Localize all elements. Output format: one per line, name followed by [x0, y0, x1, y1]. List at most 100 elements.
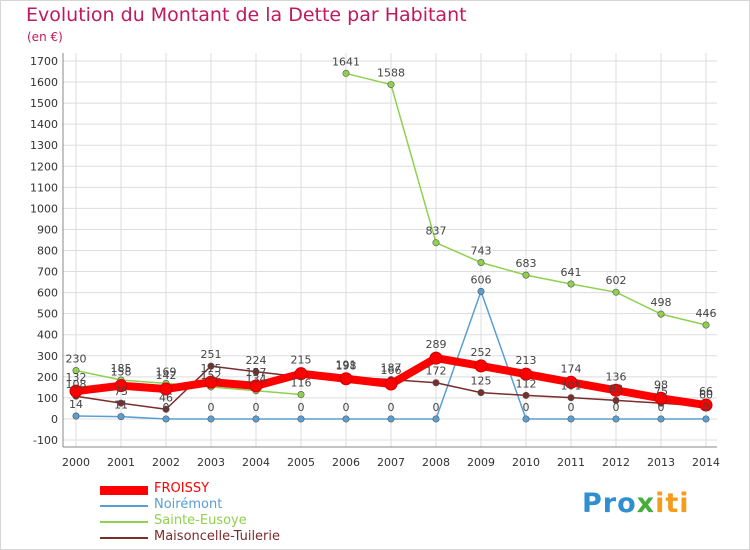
legend-label: Sainte-Eusoye — [154, 513, 247, 528]
point-sainte-eusoye — [702, 321, 710, 329]
data-label-froissy: 174 — [561, 362, 582, 375]
point-froissy — [339, 372, 353, 386]
data-label-froissy: 98 — [654, 378, 668, 391]
data-label-froissy: 213 — [516, 354, 537, 367]
data-label-froissy: 191 — [336, 359, 357, 372]
point-froissy — [699, 398, 713, 412]
y-tick-label: 700 — [37, 266, 58, 279]
point-noir-mont — [612, 415, 620, 423]
data-label-froissy: 215 — [291, 354, 312, 367]
chart-title: Evolution du Montant de la Dette par Hab… — [26, 4, 467, 26]
point-froissy — [654, 391, 668, 405]
series-layer — [69, 69, 713, 423]
x-tick-label: 2000 — [62, 456, 90, 469]
data-label-noir-mont: 0 — [703, 401, 710, 414]
logo-part-pro: Pro — [582, 488, 637, 519]
point-sainte-eusoye — [477, 259, 485, 267]
data-label-noir-mont: 14 — [69, 398, 83, 411]
data-label-maisoncelle-tuilerie: 60 — [699, 388, 713, 401]
point-noir-mont — [432, 415, 440, 423]
point-froissy — [294, 367, 308, 381]
data-label-sainte-eusoye: 602 — [606, 274, 627, 287]
data-label-sainte-eusoye: 683 — [516, 257, 537, 270]
data-label-froissy: 66 — [699, 385, 713, 398]
point-maisoncelle-tuilerie — [612, 396, 620, 404]
data-label-maisoncelle-tuilerie: 108 — [66, 378, 87, 391]
data-label-maisoncelle-tuilerie: 112 — [516, 377, 537, 390]
data-label-maisoncelle-tuilerie: 198 — [336, 359, 357, 372]
y-tick-label: 800 — [37, 245, 58, 258]
point-maisoncelle-tuilerie — [207, 362, 215, 370]
legend-label: Maisoncelle-Tuilerie — [154, 529, 281, 544]
point-froissy — [114, 379, 128, 393]
data-label-sainte-eusoye: 185 — [111, 362, 132, 375]
data-label-maisoncelle-tuilerie: 46 — [159, 391, 173, 404]
data-label-froissy: 157 — [246, 366, 267, 379]
x-tick-label: 2007 — [377, 456, 405, 469]
y-tick-label: 300 — [37, 350, 58, 363]
data-label-noir-mont: 0 — [343, 401, 350, 414]
point-sainte-eusoye — [567, 280, 575, 288]
logo-part-x: x — [636, 488, 656, 519]
legend-swatch — [100, 537, 148, 539]
point-froissy — [204, 375, 218, 389]
data-label-sainte-eusoye: 743 — [471, 245, 492, 258]
y-tick-label: 1700 — [30, 55, 58, 68]
logo-part-iti: iti — [655, 488, 690, 519]
data-label-noir-mont: 0 — [433, 401, 440, 414]
data-label-froissy: 158 — [111, 366, 132, 379]
point-sainte-eusoye — [432, 239, 440, 247]
y-tick-label: 1000 — [30, 202, 58, 215]
y-tick-label: 1400 — [30, 118, 58, 131]
axis-layer: -100010020030040050060070080090010001100… — [30, 53, 720, 469]
y-tick-label: 200 — [37, 371, 58, 384]
data-label-sainte-eusoye: 641 — [561, 266, 582, 279]
data-label-sainte-eusoye: 152 — [201, 369, 222, 382]
data-label-noir-mont: 0 — [388, 401, 395, 414]
data-label-froissy: 175 — [201, 362, 222, 375]
point-noir-mont — [477, 287, 485, 295]
point-froissy — [474, 359, 488, 373]
data-label-sainte-eusoye: 446 — [696, 307, 717, 320]
x-tick-label: 2009 — [467, 456, 495, 469]
data-label-sainte-eusoye: 1641 — [332, 55, 360, 68]
point-maisoncelle-tuilerie — [477, 389, 485, 397]
y-tick-label: 1300 — [30, 139, 58, 152]
y-tick-label: -100 — [33, 434, 58, 447]
data-label-sainte-eusoye: 169 — [156, 365, 177, 378]
legend-label: FROISSY — [154, 481, 210, 496]
point-froissy — [519, 367, 533, 381]
x-tick-label: 2014 — [692, 456, 720, 469]
point-noir-mont — [567, 415, 575, 423]
data-label-noir-mont: 0 — [208, 401, 215, 414]
data-label-noir-mont: 0 — [253, 401, 260, 414]
data-label-noir-mont: 11 — [114, 399, 128, 412]
data-label-froissy: 252 — [471, 346, 492, 359]
point-froissy — [69, 384, 83, 398]
legend-swatch — [100, 521, 148, 523]
data-label-maisoncelle-tuilerie: 251 — [201, 348, 222, 361]
point-sainte-eusoye — [612, 288, 620, 296]
x-tick-label: 2004 — [242, 456, 270, 469]
x-tick-label: 2005 — [287, 456, 315, 469]
point-noir-mont — [72, 412, 80, 420]
x-tick-label: 2012 — [602, 456, 630, 469]
data-label-maisoncelle-tuilerie: 101 — [561, 380, 582, 393]
point-noir-mont — [162, 415, 170, 423]
y-tick-label: 500 — [37, 308, 58, 321]
proxiti-logo: Proxiti — [582, 488, 690, 519]
point-maisoncelle-tuilerie — [432, 379, 440, 387]
data-label-noir-mont: 0 — [163, 401, 170, 414]
x-tick-label: 2006 — [332, 456, 360, 469]
data-label-sainte-eusoye: 134 — [246, 373, 267, 386]
point-froissy — [564, 375, 578, 389]
point-sainte-eusoye — [342, 69, 350, 77]
point-sainte-eusoye — [522, 271, 530, 279]
point-noir-mont — [342, 415, 350, 423]
data-label-sainte-eusoye: 1588 — [377, 67, 405, 80]
x-tick-label: 2003 — [197, 456, 225, 469]
data-label-noir-mont: 0 — [298, 401, 305, 414]
legend-label: Noirémont — [154, 497, 223, 512]
y-tick-label: 1600 — [30, 76, 58, 89]
data-label-noir-mont: 0 — [613, 401, 620, 414]
